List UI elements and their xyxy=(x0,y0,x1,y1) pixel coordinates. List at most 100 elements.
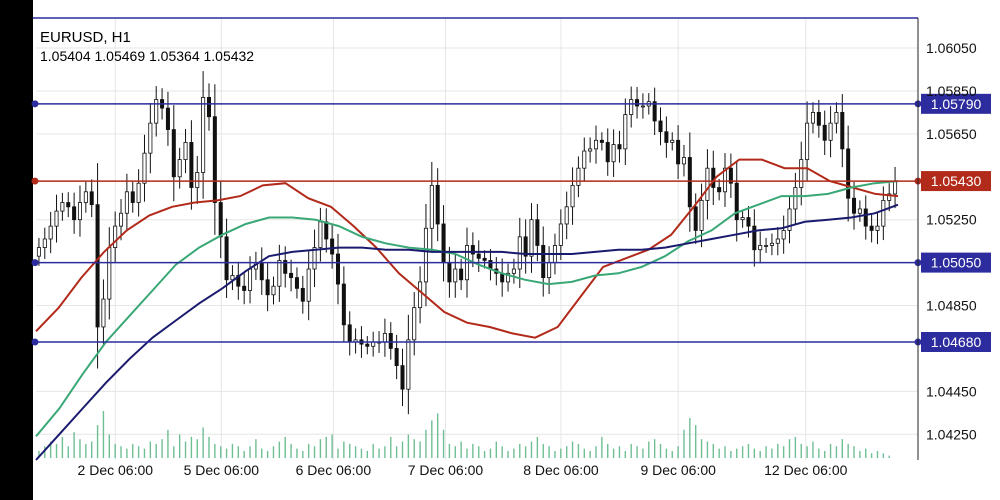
time-axis: 2 Dec 06:00 5 Dec 06:00 6 Dec 06:00 7 Dec 0… xyxy=(78,462,848,478)
price-tick-label: 1.05850 xyxy=(926,83,977,99)
level-anchor-dot xyxy=(31,338,39,346)
level-anchor-dot xyxy=(31,100,39,108)
candle-body xyxy=(717,187,722,193)
level-anchor-dot xyxy=(31,259,39,267)
candle-body xyxy=(810,112,815,124)
candle-body xyxy=(447,262,452,283)
candle-body xyxy=(318,221,323,248)
candle-body xyxy=(453,268,458,283)
candles xyxy=(36,71,898,415)
candle-body xyxy=(640,105,645,108)
candle-body xyxy=(564,206,569,225)
time-tick-label: 2 Dec 06:00 xyxy=(78,462,154,478)
candle-body xyxy=(734,182,739,221)
candle-body xyxy=(382,333,387,343)
candle-body xyxy=(224,236,229,281)
candle-body xyxy=(529,219,534,257)
candle-body xyxy=(42,238,47,248)
candle-body xyxy=(277,260,282,287)
candle-body xyxy=(681,157,686,165)
candle-body xyxy=(119,212,124,227)
symbol-timeframe: EURUSD, H1 xyxy=(40,29,131,46)
level-anchor-dot xyxy=(31,177,39,185)
candle-body xyxy=(72,206,77,221)
candle-body xyxy=(875,225,880,231)
moving-averages xyxy=(35,158,899,461)
price-tick-label: 1.06050 xyxy=(926,40,977,56)
candle-body xyxy=(863,208,868,227)
candle-body xyxy=(365,343,370,347)
chart-grid xyxy=(36,18,918,460)
candle-body xyxy=(66,202,71,208)
candle-body xyxy=(558,223,563,246)
candle-body xyxy=(523,236,528,257)
candle-body xyxy=(605,142,610,163)
level-price-box xyxy=(921,171,991,192)
candle-body xyxy=(201,96,206,173)
moving-average-red xyxy=(35,158,899,339)
candle-body xyxy=(506,272,511,283)
candle-body xyxy=(142,152,147,184)
time-tick-label: 12 Dec 06:00 xyxy=(764,462,847,478)
price-tick-label: 1.05250 xyxy=(926,212,977,228)
level-price-label: 1.04680 xyxy=(931,334,982,350)
candle-body xyxy=(582,150,587,169)
candle-body xyxy=(699,199,704,231)
candle-body xyxy=(793,187,798,210)
left-edge-bar xyxy=(0,0,33,500)
candle-body xyxy=(341,283,346,326)
price-tick-label: 1.04450 xyxy=(926,383,977,399)
candle-body xyxy=(787,208,792,231)
candle-body xyxy=(441,223,446,264)
candle-body xyxy=(130,191,135,203)
candle-body xyxy=(758,245,763,251)
candle-body xyxy=(769,242,774,246)
candle-body xyxy=(218,202,223,238)
candle-body xyxy=(857,208,862,214)
candle-body xyxy=(400,365,405,390)
candle-body xyxy=(541,245,546,279)
candle-body xyxy=(629,99,634,115)
moving-average-navy xyxy=(35,203,899,461)
candle-body xyxy=(799,159,804,188)
time-tick-label: 8 Dec 06:00 xyxy=(523,462,599,478)
candle-body xyxy=(822,124,827,141)
candle-body xyxy=(330,238,335,255)
candle-body xyxy=(83,191,88,203)
candle-body xyxy=(165,107,170,130)
level-price-box xyxy=(921,331,991,352)
candle-body xyxy=(617,144,622,150)
price-tick-label: 1.04250 xyxy=(926,426,977,442)
candle-body xyxy=(312,247,317,270)
candle-body xyxy=(195,172,200,188)
candle-body xyxy=(775,238,780,244)
candle-body xyxy=(676,139,681,165)
candle-body xyxy=(834,112,839,124)
candle-body xyxy=(670,139,675,143)
candle-body xyxy=(306,268,311,302)
candle-body xyxy=(846,148,851,199)
candle-body xyxy=(852,197,857,214)
price-tick-label: 1.04850 xyxy=(926,298,977,314)
candle-body xyxy=(881,199,886,227)
volume-bars xyxy=(38,411,890,458)
candle-body xyxy=(658,120,663,133)
candle-body xyxy=(177,159,182,178)
candle-body xyxy=(482,257,487,261)
candle-body xyxy=(101,298,106,328)
candle-body xyxy=(107,247,112,300)
candle-body xyxy=(294,277,299,289)
candle-body xyxy=(271,285,276,296)
candle-body xyxy=(48,225,53,240)
candle-body xyxy=(171,129,176,178)
candle-body xyxy=(693,206,698,231)
candle-body xyxy=(828,122,833,141)
candle-body xyxy=(887,193,892,201)
level-price-label: 1.05790 xyxy=(931,96,982,112)
horizontal-levels[interactable]: 1.05790 1.05430 1.05050 1.04680 xyxy=(31,93,992,352)
moving-average-green xyxy=(35,180,899,438)
candle-body xyxy=(893,180,898,195)
candle-body xyxy=(429,184,434,229)
candle-body xyxy=(423,227,428,283)
